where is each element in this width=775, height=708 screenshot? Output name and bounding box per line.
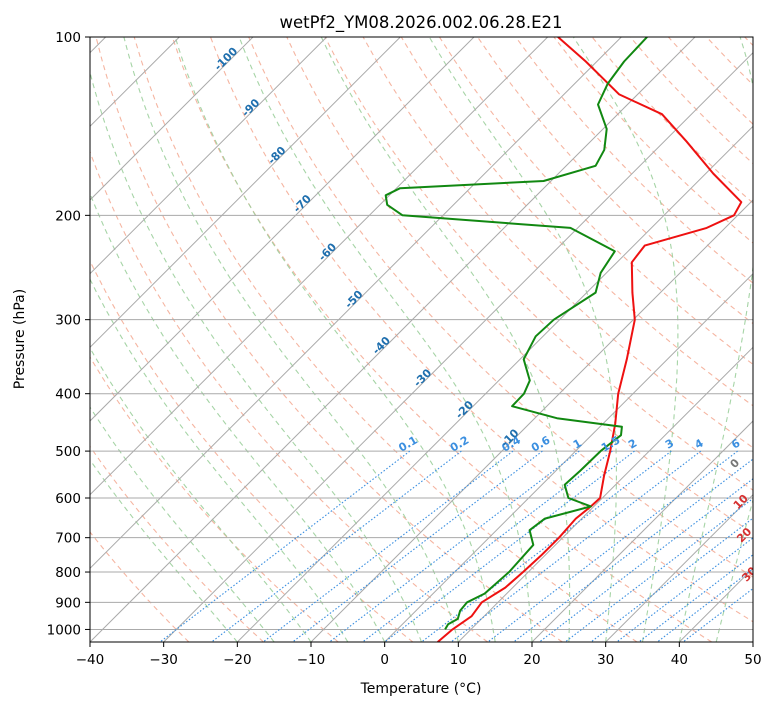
- isotherm-line: [90, 37, 549, 496]
- x-tick-label: 40: [671, 652, 688, 668]
- moist-adiabat: [428, 37, 617, 642]
- moist-adiabat: [238, 37, 533, 642]
- moist-adiabat: [123, 37, 459, 642]
- isotherm-line: [90, 37, 475, 422]
- y-tick-label: 600: [55, 491, 81, 507]
- plot-area: 0.10.20.40.611.52346810131620253036-100-…: [90, 37, 770, 642]
- y-tick-label: 500: [55, 444, 81, 460]
- y-tick-label: 1000: [47, 622, 81, 638]
- y-axis-ticks: 100 200 300 400 500 600 700 800 900 1000: [47, 30, 90, 638]
- dry-adiabat: [400, 37, 753, 407]
- isobar-grid: [90, 37, 753, 630]
- y-tick-label: 800: [55, 565, 81, 581]
- x-axis-ticks: −40 −30 −20 −10 0 10 20 30 40 50: [76, 642, 762, 668]
- y-tick-label: 100: [55, 30, 81, 46]
- x-tick-label: −30: [149, 652, 178, 668]
- x-axis-label: Temperature (°C): [360, 681, 482, 697]
- moist-adiabat: [90, 278, 349, 642]
- y-tick-label: 400: [55, 387, 81, 403]
- x-tick-label: −10: [297, 652, 326, 668]
- wet-bulb-label: 40: [750, 598, 770, 618]
- dry-adiabat: [515, 37, 753, 284]
- x-tick-label: 0: [380, 652, 389, 668]
- moist-adiabat: [90, 192, 386, 642]
- dry-adiabat: [90, 445, 264, 642]
- y-tick-label: 300: [55, 313, 81, 329]
- isotherm-line: [236, 125, 753, 642]
- moist-adiabats: [90, 37, 753, 642]
- dewpoint-profile: [384, 37, 648, 630]
- dry-adiabat: [95, 37, 563, 642]
- isotherm-line: [90, 37, 696, 642]
- x-tick-label: 20: [523, 652, 540, 668]
- isotherm-line: [310, 199, 753, 642]
- dry-adiabat: [171, 37, 712, 642]
- isotherm-line: [90, 37, 328, 275]
- isotherm-grid: [90, 37, 753, 642]
- isotherm-line: [90, 37, 401, 349]
- y-tick-label: 200: [55, 208, 81, 224]
- dry-adiabat: [209, 37, 753, 623]
- x-tick-label: 30: [597, 652, 614, 668]
- dry-adiabat: [90, 531, 190, 642]
- moist-adiabat: [90, 406, 275, 642]
- isotherm-line: [90, 37, 622, 570]
- dry-adiabat: [438, 37, 753, 366]
- y-tick-label: 900: [55, 595, 81, 611]
- x-tick-label: 50: [744, 652, 761, 668]
- dry-adiabat: [90, 150, 488, 642]
- moist-adiabat: [572, 37, 679, 642]
- moist-adiabat: [320, 37, 571, 642]
- isotherm-line: [90, 37, 254, 201]
- dry-adiabat: [248, 37, 753, 578]
- isotherm-line: [605, 493, 753, 642]
- chart-title: wetPf2_YM08.2026.002.06.28.E21: [279, 13, 562, 33]
- wet-bulb-label: 20: [734, 525, 754, 545]
- isotherm-line: [163, 51, 753, 642]
- x-tick-label: −40: [76, 652, 105, 668]
- y-axis-label: Pressure (hPa): [12, 289, 28, 389]
- x-tick-label: 10: [450, 652, 467, 668]
- x-tick-label: −20: [223, 652, 252, 668]
- moist-adiabat: [90, 346, 312, 642]
- moist-adiabat: [90, 70, 423, 642]
- isotherm-line: [457, 346, 753, 642]
- dry-adiabat: [133, 37, 638, 642]
- plot-frame: [89, 36, 754, 643]
- dry-adiabat: [90, 356, 339, 642]
- temperature-profile: [437, 37, 743, 642]
- moist-adiabat: [90, 459, 238, 642]
- isotherm-line: [384, 272, 753, 642]
- sounding-profiles: [384, 37, 743, 642]
- y-tick-label: 700: [55, 531, 81, 547]
- moist-adiabat: [174, 37, 496, 642]
- isotherm-line: [531, 420, 753, 642]
